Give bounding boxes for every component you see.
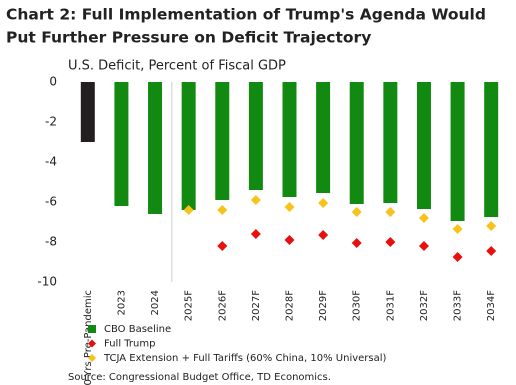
x-tick-label: 2027F <box>251 290 262 321</box>
bar <box>383 82 398 203</box>
bar <box>416 82 431 209</box>
diamond-marker <box>318 198 329 208</box>
diamond-marker <box>486 221 497 231</box>
diamond-marker <box>284 202 295 212</box>
legend-label: CBO Baseline <box>104 324 171 335</box>
diamond-marker <box>284 235 295 245</box>
legend-label: TCJA Extension + Full Tariffs (60% China… <box>103 353 387 364</box>
x-tick-label: 2034F <box>486 290 497 321</box>
diamond-marker <box>318 230 329 240</box>
bar <box>450 82 465 221</box>
legend-swatch <box>88 325 96 333</box>
diamond-marker <box>217 241 228 251</box>
x-tick-label: 2026F <box>217 290 228 321</box>
bar <box>114 82 129 206</box>
x-tick-label: 2029F <box>318 290 329 321</box>
legend-swatch <box>88 354 96 362</box>
diamond-marker <box>385 207 396 217</box>
bar <box>484 82 499 217</box>
bar <box>181 82 196 210</box>
x-tick-label: 2030F <box>352 290 363 321</box>
diamond-marker <box>452 252 463 262</box>
bar <box>349 82 364 204</box>
diamond-marker <box>418 241 429 251</box>
diamond-marker <box>351 207 362 217</box>
x-tick-label: 2024 <box>150 290 161 315</box>
x-tick-label: 2025F <box>184 290 195 321</box>
bar <box>215 82 230 200</box>
x-tick-label: 2033F <box>453 290 464 321</box>
x-tick-label: 2032F <box>419 290 430 321</box>
x-tick-label: 2023 <box>116 290 127 315</box>
diamond-marker <box>351 238 362 248</box>
diamond-marker <box>217 205 228 215</box>
chart-subtitle: U.S. Deficit, Percent of Fiscal GDP <box>68 59 286 74</box>
x-tick-label: 2028F <box>285 290 296 321</box>
diamond-marker <box>250 229 261 239</box>
chart-title: Put Further Pressure on Deficit Trajecto… <box>6 29 371 47</box>
chart-title: Chart 2: Full Implementation of Trump's … <box>6 6 486 24</box>
bar <box>248 82 263 190</box>
diamond-marker <box>418 213 429 223</box>
legend-label: Full Trump <box>104 339 155 350</box>
x-tick-label: 2031F <box>385 290 396 321</box>
bar <box>80 82 95 142</box>
bar <box>282 82 297 197</box>
source: Source: Congressional Budget Office, TD … <box>68 372 331 383</box>
x-tick-label: 50-Yrs Pre-Pandemic <box>83 290 94 385</box>
y-tick-label: -4 <box>45 155 57 169</box>
diamond-marker <box>250 195 261 205</box>
legend-swatch <box>88 339 96 348</box>
diamond-marker <box>385 237 396 247</box>
y-tick-label: -2 <box>45 115 57 129</box>
diamond-marker <box>486 246 497 256</box>
y-tick-label: -8 <box>45 235 57 249</box>
y-tick-label: -10 <box>37 275 57 289</box>
bar <box>316 82 331 193</box>
diamond-marker <box>452 224 463 234</box>
bar <box>148 82 163 214</box>
y-tick-label: -6 <box>45 195 57 209</box>
y-tick-label: 0 <box>49 75 57 89</box>
diamond-marker <box>183 205 194 215</box>
